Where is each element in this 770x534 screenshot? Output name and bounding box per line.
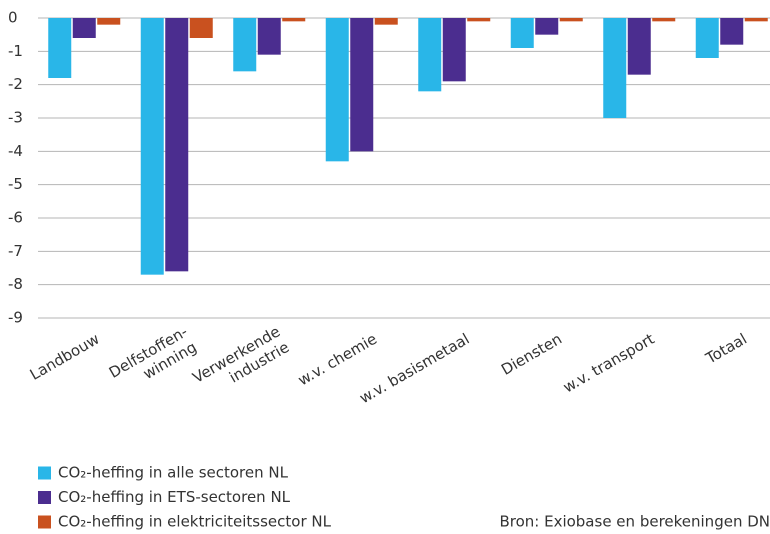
bar — [48, 18, 72, 78]
bar — [442, 18, 466, 82]
y-tick-label: -9 — [8, 309, 23, 327]
x-tick-label: Delfstoffen-winning — [106, 322, 200, 397]
bar — [652, 18, 676, 22]
bar — [559, 18, 583, 22]
bar — [374, 18, 398, 25]
bar — [257, 18, 281, 55]
legend-swatch — [38, 466, 51, 480]
x-tick-label: Totaal — [702, 330, 750, 368]
bar — [418, 18, 442, 92]
y-tick-label: -3 — [8, 109, 23, 127]
y-tick-label: -4 — [8, 142, 23, 160]
legend-label: CO₂-heffing in elektriciteitssector NL — [58, 513, 332, 531]
y-tick-label: 0 — [8, 9, 18, 27]
bar — [467, 18, 491, 22]
x-tick-label: w.v. chemie — [295, 330, 380, 390]
y-tick-label: -8 — [8, 275, 23, 293]
y-tick-label: -6 — [8, 209, 23, 227]
x-tick-label: Verwerkendeindustrie — [189, 322, 292, 402]
y-tick-label: -5 — [8, 175, 23, 193]
bar — [535, 18, 559, 35]
legend-label: CO₂-heffing in ETS-sectoren NL — [58, 488, 291, 506]
legend-swatch — [38, 515, 51, 529]
y-tick-label: -2 — [8, 75, 23, 93]
legend-swatch — [38, 491, 51, 504]
y-tick-label: -1 — [8, 42, 23, 60]
source: Bron: Exiobase en berekeningen DN — [499, 513, 770, 531]
bar — [695, 18, 719, 58]
bar — [350, 18, 374, 152]
bar — [510, 18, 534, 48]
bar — [233, 18, 257, 72]
x-tick-label: Diensten — [498, 330, 565, 379]
bar — [744, 18, 768, 22]
bar — [165, 18, 189, 272]
bar — [720, 18, 744, 45]
x-tick-label: Landbouw — [27, 330, 103, 384]
y-tick-label: -7 — [8, 242, 23, 260]
bar — [97, 18, 121, 25]
bar — [325, 18, 349, 162]
bar — [189, 18, 213, 38]
x-tick-label: w.v. transport — [560, 330, 658, 397]
bar — [282, 18, 306, 22]
bar — [627, 18, 651, 75]
bar — [603, 18, 627, 118]
bar — [140, 18, 164, 275]
bar — [72, 18, 96, 38]
legend-label: CO₂-heffing in alle sectoren NL — [58, 464, 289, 482]
